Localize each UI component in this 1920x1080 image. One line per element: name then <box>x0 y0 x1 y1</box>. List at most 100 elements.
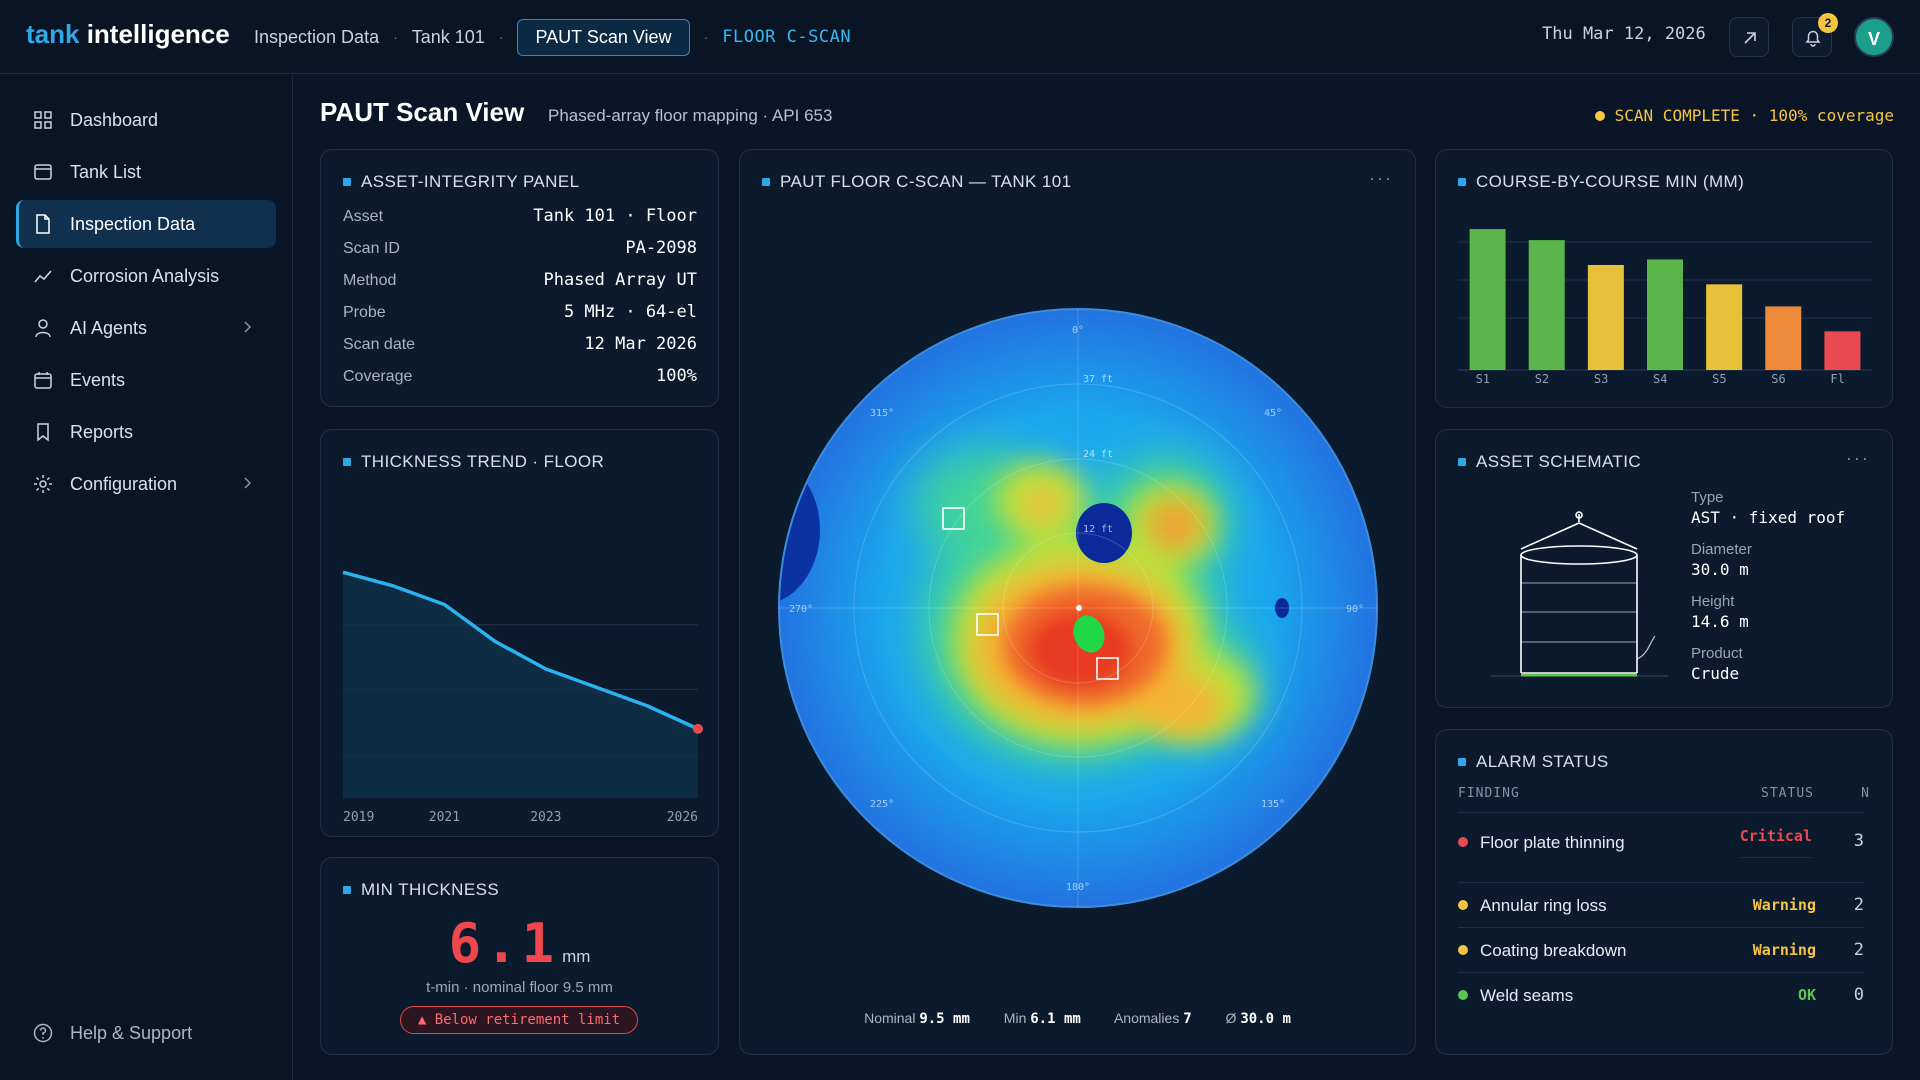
alarm-status: Warning <box>1752 941 1816 959</box>
row-key: Scan ID <box>343 240 400 257</box>
row-value: 5 MHz · 64-el <box>563 302 697 322</box>
alarm-row-annular-ring-loss[interactable]: Annular ring loss Warning 2 <box>1458 882 1864 926</box>
anomaly-marker[interactable] <box>976 613 999 636</box>
alarm-count: 2 <box>1853 940 1864 960</box>
course-bar-s1[interactable] <box>1469 229 1506 370</box>
cscan-footer: Nominal 9.5 mm Min 6.1 mm Anomalies 7 Ø … <box>740 1010 1415 1027</box>
stat-value: 9.5 mm <box>919 1011 970 1027</box>
help-circle-icon <box>33 1023 53 1043</box>
nominal-stat: Nominal 9.5 mm <box>864 1010 970 1027</box>
alarm-finding: Floor plate thinning <box>1480 833 1625 852</box>
breadcrumb: Inspection Data · Tank 101 · PAUT Scan V… <box>254 0 851 74</box>
user-icon <box>35 319 51 338</box>
schematic-value: 14.6 m <box>1691 612 1749 631</box>
angle-label: 315° <box>870 408 894 419</box>
help-support-link[interactable]: Help & Support <box>32 1022 192 1044</box>
sidebar-item-label: Reports <box>70 421 134 442</box>
course-bar-fl[interactable] <box>1824 331 1861 370</box>
schematic-product: Product Crude <box>1691 645 1743 683</box>
stat-label: Min <box>1003 1010 1027 1026</box>
course-bar-chart: S1 S2 S3 S4 S5 S6 Fl <box>1458 229 1872 386</box>
card-title-text: MIN THICKNESS <box>361 880 500 899</box>
min-thickness-unit: mm <box>562 947 591 966</box>
course-bar-s4[interactable] <box>1647 259 1683 370</box>
trend-x-tick: 2019 <box>343 810 374 825</box>
bar-x-tick: S1 <box>1476 372 1490 386</box>
breadcrumb-tank[interactable]: Tank 101 <box>411 26 485 47</box>
angle-label: 270° <box>789 604 813 615</box>
more-options-button[interactable]: ··· <box>1846 448 1870 468</box>
sidebar-item-label: Inspection Data <box>70 213 196 234</box>
scan-status: SCAN COMPLETE · 100% coverage <box>1594 106 1894 125</box>
notification-count-badge: 2 <box>1818 13 1838 33</box>
column-header-finding: FINDING <box>1458 786 1520 801</box>
sidebar-item-configuration[interactable]: Configuration <box>16 460 276 508</box>
alarm-status-card: ALARM STATUS FINDING STATUS N Floor plat… <box>1435 729 1893 1055</box>
sidebar-item-label: Configuration <box>70 473 178 494</box>
anomaly-marker[interactable] <box>942 507 965 530</box>
help-label: Help & Support <box>70 1022 193 1043</box>
course-bar-s5[interactable] <box>1706 284 1743 370</box>
row-value: Tank 101 · Floor <box>533 206 697 226</box>
trend-latest-point[interactable] <box>693 723 703 734</box>
open-external-button[interactable] <box>1729 17 1769 57</box>
scan-id-row: Scan ID PA-2098 <box>343 234 697 266</box>
angle-label: 135° <box>1261 799 1285 810</box>
alarm-row-weld-seams[interactable]: Weld seams OK 0 <box>1458 972 1864 1016</box>
alarm-row-floor-plate-thinning[interactable]: Floor plate thinning Critical 3 <box>1458 812 1864 870</box>
brand-logo[interactable]: tank intelligence <box>26 19 230 50</box>
brand-part1: tank <box>26 19 80 49</box>
schematic-value: AST · fixed roof <box>1691 508 1846 527</box>
sidebar: Dashboard Tank List Inspection Data Corr… <box>0 75 293 1080</box>
row-value: Phased Array UT <box>543 270 697 290</box>
bar-x-tick: S4 <box>1653 372 1667 386</box>
chevron-right-icon <box>244 321 252 333</box>
alarm-status: Warning <box>1752 896 1816 914</box>
course-bar-s2[interactable] <box>1528 240 1565 370</box>
schematic-key: Diameter <box>1691 541 1752 558</box>
breadcrumb-separator: · <box>393 29 398 45</box>
card-marker <box>1458 458 1466 466</box>
tank-schematic <box>1491 511 1668 677</box>
sidebar-item-ai-agents[interactable]: AI Agents <box>16 304 276 352</box>
breadcrumb-active-view[interactable]: PAUT Scan View <box>517 18 690 56</box>
trend-x-tick: 2021 <box>429 810 460 825</box>
sidebar-item-label: Dashboard <box>70 109 159 130</box>
sidebar-item-corrosion-analysis[interactable]: Corrosion Analysis <box>16 252 276 300</box>
current-probe-location <box>1073 615 1105 653</box>
top-bar: tank intelligence Inspection Data · Tank… <box>0 0 1920 74</box>
row-key: Probe <box>343 304 386 321</box>
card-marker <box>343 886 351 894</box>
window-icon <box>34 164 52 180</box>
card-title-text: THICKNESS TREND · FLOOR <box>361 452 605 471</box>
card-marker <box>762 178 770 186</box>
sidebar-item-label: AI Agents <box>70 317 148 338</box>
sidebar-item-dashboard[interactable]: Dashboard <box>16 96 276 144</box>
sidebar-item-tank-list[interactable]: Tank List <box>16 148 276 196</box>
anomaly-markers[interactable] <box>942 507 1119 680</box>
bar-x-tick: S3 <box>1594 372 1608 386</box>
anomaly-marker[interactable] <box>1096 657 1119 680</box>
sidebar-item-inspection-data[interactable]: Inspection Data <box>16 200 276 248</box>
breadcrumb-inspection-data[interactable]: Inspection Data <box>254 26 380 47</box>
sidebar-item-events[interactable]: Events <box>16 356 276 404</box>
course-bar-s6[interactable] <box>1765 306 1802 370</box>
min-thickness-value: 6.1 mm <box>321 912 718 975</box>
floor-cscan-map: 0° 45° 90° 135° 180° 225° 270° 315° 37 f… <box>778 308 1378 908</box>
user-avatar[interactable]: V <box>1854 17 1894 57</box>
diameter-stat: Ø 30.0 m <box>1226 1010 1291 1027</box>
card-title-text: ASSET-INTEGRITY PANEL <box>361 172 580 191</box>
card-title: ASSET-INTEGRITY PANEL <box>343 172 579 192</box>
angle-label: 225° <box>870 799 894 810</box>
asset-integrity-panel: ASSET-INTEGRITY PANEL Asset Tank 101 · Fl… <box>320 149 719 407</box>
sidebar-item-reports[interactable]: Reports <box>16 408 276 456</box>
breadcrumb-scan-mode: FLOOR C-SCAN <box>722 27 852 47</box>
row-key: Asset <box>343 208 384 225</box>
course-bar-s3[interactable] <box>1587 264 1624 370</box>
row-key: Method <box>343 272 397 289</box>
card-title: THICKNESS TREND · FLOOR <box>343 452 604 472</box>
page-title: PAUT Scan View <box>320 97 525 127</box>
alarm-row-coating-breakdown[interactable]: Coating breakdown Warning 2 <box>1458 927 1864 971</box>
card-title: PAUT FLOOR C-SCAN — TANK 101 <box>762 172 1071 192</box>
more-options-button[interactable]: ··· <box>1369 168 1393 188</box>
